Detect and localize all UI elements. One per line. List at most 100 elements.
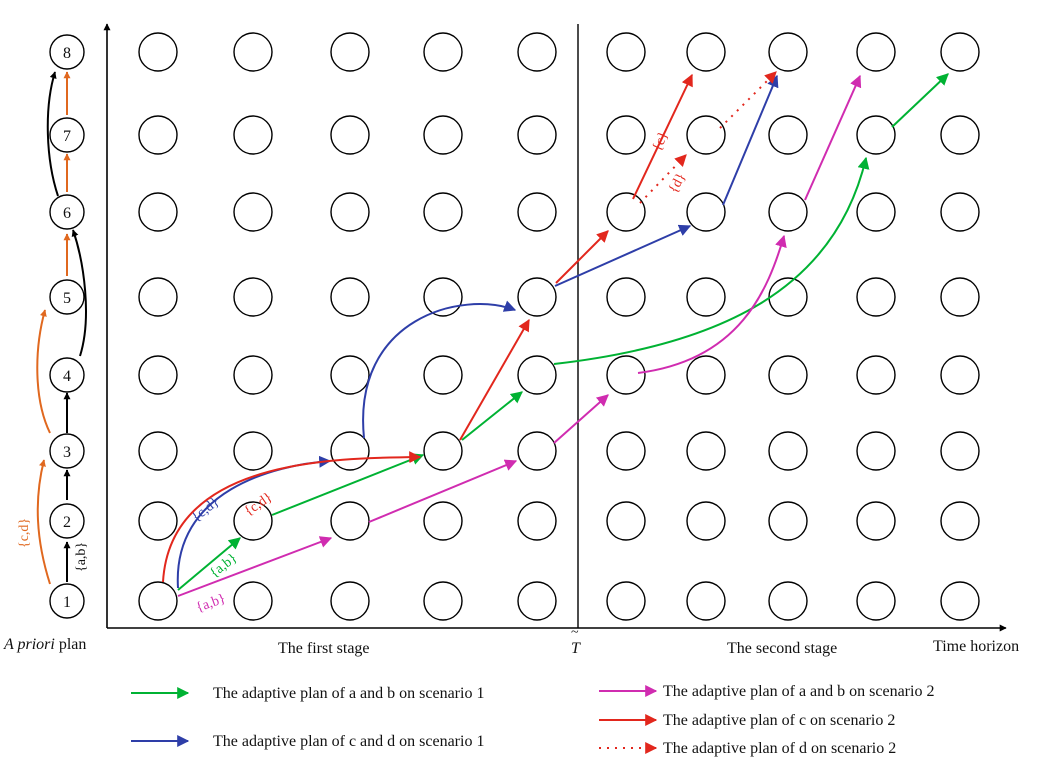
- priori-node-label-8: 8: [63, 45, 71, 62]
- legend-magenta-text: The adaptive plan of a and b on scenario…: [663, 683, 934, 700]
- state-node-r2-t9: [856, 501, 896, 541]
- state-node-r4-t1: [138, 355, 178, 395]
- state-node-r7-t6: [606, 115, 646, 155]
- state-node-r7-t10: [940, 115, 980, 155]
- state-node-r1-t8: [768, 581, 808, 621]
- priori-node-4: [49, 357, 85, 393]
- state-node-r1-t6: [606, 581, 646, 621]
- state-node-r4-t5: [517, 355, 557, 395]
- legend-item-magenta: The adaptive plan of a and b on scenario…: [599, 683, 934, 700]
- state-node-r3-t7: [686, 431, 726, 471]
- priori-node-3: [49, 433, 85, 469]
- legend-blue-text: The adaptive plan of c and d on scenario…: [213, 733, 484, 750]
- state-node-r2-t4: [423, 501, 463, 541]
- legend-item-green: The adaptive plan of a and b on scenario…: [131, 685, 484, 702]
- state-node-r8-t10: [940, 32, 980, 72]
- state-node-r2-t7: [686, 501, 726, 541]
- priori-node-label-1: 1: [63, 594, 71, 611]
- blue-path-4: [722, 74, 779, 206]
- magenta-path-4: [637, 234, 787, 374]
- state-node-r4-t3: [330, 355, 370, 395]
- state-node-r8-t7: [686, 32, 726, 72]
- state-node-r2-t5: [517, 501, 557, 541]
- priori-node-label-5: 5: [63, 290, 71, 307]
- state-node-r3-t9: [856, 431, 896, 471]
- axes: The first stage T ~ The second stage Tim…: [103, 23, 1019, 657]
- state-node-r6-t8: [768, 192, 808, 232]
- state-node-r1-t2: [233, 581, 273, 621]
- priori-orange-3-5: [36, 309, 51, 434]
- state-node-r5-t2: [233, 277, 273, 317]
- second-stage-label: The second stage: [727, 640, 837, 657]
- state-node-r8-t3: [330, 32, 370, 72]
- state-node-r8-t1: [138, 32, 178, 72]
- blue-path-2: [362, 300, 517, 439]
- a-priori-nodes: 1 2 3 4 5 6 7 8: [49, 34, 85, 619]
- priori-node-label-3: 3: [63, 444, 71, 461]
- state-node-r6-t1: [138, 192, 178, 232]
- magenta-path-2: [368, 459, 518, 523]
- green-path-2: [271, 453, 425, 516]
- legend: The adaptive plan of a and b on scenario…: [131, 683, 934, 757]
- priori-node-8: [49, 34, 85, 70]
- magenta-path-5: [804, 74, 862, 201]
- a-priori-plain: plan: [55, 636, 87, 653]
- state-node-r4-t6: [606, 355, 646, 395]
- state-node-r4-t4: [423, 355, 463, 395]
- magenta-tag-ab: {a,b}: [194, 591, 227, 615]
- t-tilde-accent: ~: [571, 625, 579, 640]
- state-grid: [138, 32, 980, 621]
- red-tag-c: {c}: [650, 130, 672, 154]
- a-priori-italic: A priori: [3, 636, 55, 653]
- a-priori-plan: 1 2 3 4 5 6 7 8 {a,b} {c,d} A priori plan: [3, 34, 89, 653]
- state-node-r5-t3: [330, 277, 370, 317]
- state-node-r2-t3: [330, 501, 370, 541]
- state-node-r1-t3: [330, 581, 370, 621]
- state-node-r2-t8: [768, 501, 808, 541]
- state-node-r6-t9: [856, 192, 896, 232]
- magenta-path-3: [553, 394, 609, 444]
- legend-red-text: The adaptive plan of c on scenario 2: [663, 712, 895, 729]
- priori-node-1: [49, 583, 85, 619]
- state-node-r2-t6: [606, 501, 646, 541]
- state-node-r6-t2: [233, 192, 273, 232]
- state-node-r8-t4: [423, 32, 463, 72]
- state-node-r2-t10: [940, 501, 980, 541]
- state-node-r6-t4: [423, 192, 463, 232]
- priori-arrow-4-6: [71, 229, 87, 357]
- time-horizon-label: Time horizon: [933, 638, 1019, 655]
- priori-node-2: [49, 503, 85, 539]
- state-node-r8-t6: [606, 32, 646, 72]
- red-tag-d: {d}: [666, 171, 689, 196]
- state-node-r5-t1: [138, 277, 178, 317]
- red-dotted-path-2: [719, 71, 777, 129]
- legend-item-red: The adaptive plan of c on scenario 2: [599, 712, 895, 729]
- state-node-r3-t10: [940, 431, 980, 471]
- state-node-r1-t9: [856, 581, 896, 621]
- state-node-r7-t8: [768, 115, 808, 155]
- state-node-r6-t5: [517, 192, 557, 232]
- state-node-r7-t2: [233, 115, 273, 155]
- state-node-r2-t2: [233, 501, 273, 541]
- priori-node-label-6: 6: [63, 205, 71, 222]
- state-node-r3-t5: [517, 431, 557, 471]
- state-node-r4-t7: [686, 355, 726, 395]
- state-node-r3-t8: [768, 431, 808, 471]
- state-node-r8-t5: [517, 32, 557, 72]
- state-node-r8-t9: [856, 32, 896, 72]
- green-path-5: [891, 73, 949, 128]
- state-node-r8-t8: [768, 32, 808, 72]
- red-path-1: [162, 451, 422, 583]
- state-node-r3-t4: [423, 431, 463, 471]
- state-node-r5-t7: [686, 277, 726, 317]
- legend-red-dotted-text: The adaptive plan of d on scenario 2: [663, 740, 896, 757]
- state-node-r4-t8: [768, 355, 808, 395]
- state-node-r7-t3: [330, 115, 370, 155]
- red-path-3: [555, 230, 609, 284]
- state-node-r7-t1: [138, 115, 178, 155]
- priori-node-label-2: 2: [63, 514, 71, 531]
- priori-arrow-6-8: [46, 71, 59, 197]
- priori-node-5: [49, 279, 85, 315]
- state-node-r6-t10: [940, 192, 980, 232]
